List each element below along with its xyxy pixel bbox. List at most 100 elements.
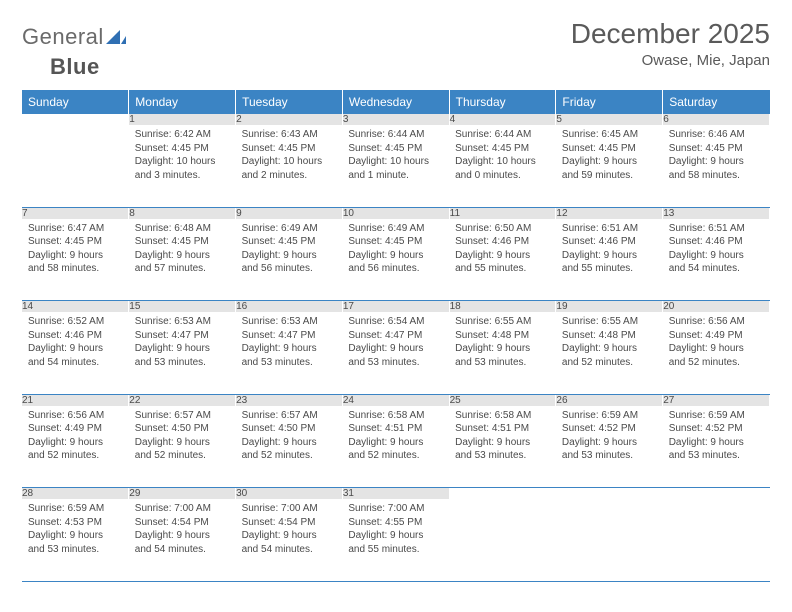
- sunrise-text: Sunrise: 6:59 AM: [28, 502, 122, 516]
- day-number: 27: [663, 394, 770, 406]
- day-number-row: 78910111213: [22, 207, 770, 219]
- brand-word1: General: [22, 24, 104, 49]
- day-cell: Sunrise: 6:42 AMSunset: 4:45 PMDaylight:…: [129, 125, 236, 207]
- empty-day-cell: [556, 499, 663, 581]
- calendar-page: General Blue December 2025 Owase, Mie, J…: [0, 0, 792, 600]
- day-content-row: Sunrise: 6:42 AMSunset: 4:45 PMDaylight:…: [22, 125, 770, 207]
- day-number: 7: [22, 207, 129, 219]
- day-cell: Sunrise: 6:58 AMSunset: 4:51 PMDaylight:…: [342, 406, 449, 488]
- sunset-text: Sunset: 4:47 PM: [348, 329, 442, 343]
- day-cell: Sunrise: 6:59 AMSunset: 4:52 PMDaylight:…: [556, 406, 663, 488]
- brand-text: General Blue: [22, 24, 126, 80]
- day-number: 13: [663, 207, 770, 219]
- day-cell: Sunrise: 6:58 AMSunset: 4:51 PMDaylight:…: [449, 406, 556, 488]
- daylight-text: Daylight: 9 hours and 53 minutes.: [135, 342, 229, 369]
- sunset-text: Sunset: 4:50 PM: [242, 422, 336, 436]
- sunrise-text: Sunrise: 6:46 AM: [669, 128, 763, 142]
- daylight-text: Daylight: 9 hours and 52 minutes.: [28, 436, 122, 463]
- day-number-row: 123456: [22, 114, 770, 125]
- sunset-text: Sunset: 4:49 PM: [28, 422, 122, 436]
- daylight-text: Daylight: 9 hours and 58 minutes.: [669, 155, 763, 182]
- day-number-row: 21222324252627: [22, 394, 770, 406]
- daylight-text: Daylight: 9 hours and 53 minutes.: [562, 436, 656, 463]
- sunset-text: Sunset: 4:50 PM: [135, 422, 229, 436]
- sunrise-text: Sunrise: 6:53 AM: [135, 315, 229, 329]
- sunset-text: Sunset: 4:47 PM: [242, 329, 336, 343]
- day-cell: Sunrise: 7:00 AMSunset: 4:54 PMDaylight:…: [236, 499, 343, 581]
- sunrise-text: Sunrise: 6:58 AM: [348, 409, 442, 423]
- day-number: 8: [129, 207, 236, 219]
- sunset-text: Sunset: 4:52 PM: [562, 422, 656, 436]
- day-cell: Sunrise: 6:43 AMSunset: 4:45 PMDaylight:…: [236, 125, 343, 207]
- sunset-text: Sunset: 4:47 PM: [135, 329, 229, 343]
- brand-sail-icon: [106, 24, 126, 50]
- sunset-text: Sunset: 4:53 PM: [28, 516, 122, 530]
- daylight-text: Daylight: 9 hours and 59 minutes.: [562, 155, 656, 182]
- day-number: 28: [22, 488, 129, 500]
- brand-logo: General Blue: [22, 24, 126, 80]
- day-number: 5: [556, 114, 663, 125]
- sunset-text: Sunset: 4:48 PM: [562, 329, 656, 343]
- day-cell: Sunrise: 6:45 AMSunset: 4:45 PMDaylight:…: [556, 125, 663, 207]
- sunset-text: Sunset: 4:48 PM: [455, 329, 549, 343]
- sunrise-text: Sunrise: 6:52 AM: [28, 315, 122, 329]
- sunrise-text: Sunrise: 6:56 AM: [28, 409, 122, 423]
- day-number: 26: [556, 394, 663, 406]
- day-cell: Sunrise: 7:00 AMSunset: 4:55 PMDaylight:…: [342, 499, 449, 581]
- daylight-text: Daylight: 9 hours and 52 minutes.: [242, 436, 336, 463]
- daylight-text: Daylight: 9 hours and 58 minutes.: [28, 249, 122, 276]
- daylight-text: Daylight: 9 hours and 53 minutes.: [348, 342, 442, 369]
- day-cell: Sunrise: 6:51 AMSunset: 4:46 PMDaylight:…: [663, 219, 770, 301]
- sunrise-text: Sunrise: 6:45 AM: [562, 128, 656, 142]
- day-number: 1: [129, 114, 236, 125]
- weekday-header: Thursday: [449, 90, 556, 114]
- sunset-text: Sunset: 4:54 PM: [242, 516, 336, 530]
- sunrise-text: Sunrise: 6:43 AM: [242, 128, 336, 142]
- day-cell: Sunrise: 6:47 AMSunset: 4:45 PMDaylight:…: [22, 219, 129, 301]
- weekday-header: Sunday: [22, 90, 129, 114]
- weekday-header: Tuesday: [236, 90, 343, 114]
- day-cell: Sunrise: 6:59 AMSunset: 4:52 PMDaylight:…: [663, 406, 770, 488]
- day-number: 3: [342, 114, 449, 125]
- daylight-text: Daylight: 9 hours and 53 minutes.: [455, 436, 549, 463]
- sunrise-text: Sunrise: 6:51 AM: [562, 222, 656, 236]
- sunset-text: Sunset: 4:45 PM: [348, 235, 442, 249]
- daylight-text: Daylight: 9 hours and 55 minutes.: [455, 249, 549, 276]
- day-number: 25: [449, 394, 556, 406]
- daylight-text: Daylight: 10 hours and 0 minutes.: [455, 155, 549, 182]
- calendar-table: SundayMondayTuesdayWednesdayThursdayFrid…: [22, 90, 770, 582]
- day-content-row: Sunrise: 6:59 AMSunset: 4:53 PM Daylight:…: [22, 499, 770, 581]
- day-number: 18: [449, 301, 556, 313]
- empty-day-number: [22, 114, 129, 125]
- day-number: 20: [663, 301, 770, 313]
- day-cell: Sunrise: 6:51 AMSunset: 4:46 PMDaylight:…: [556, 219, 663, 301]
- sunrise-text: Sunrise: 7:00 AM: [348, 502, 442, 516]
- sunrise-text: Sunrise: 6:49 AM: [242, 222, 336, 236]
- empty-day-cell: [663, 499, 770, 581]
- daylight-text: Daylight: 9 hours and 55 minutes.: [348, 529, 442, 556]
- sunrise-text: Sunrise: 6:47 AM: [28, 222, 122, 236]
- day-content-row: Sunrise: 6:52 AMSunset: 4:46 PMDaylight:…: [22, 312, 770, 394]
- daylight-text: Daylight: 10 hours and 1 minute.: [348, 155, 442, 182]
- sunset-text: Sunset: 4:55 PM: [348, 516, 442, 530]
- day-cell: Sunrise: 6:53 AMSunset: 4:47 PMDaylight:…: [236, 312, 343, 394]
- day-number: 30: [236, 488, 343, 500]
- page-header: General Blue December 2025 Owase, Mie, J…: [22, 18, 770, 80]
- empty-day-cell: [449, 499, 556, 581]
- sunset-text: Sunset: 4:45 PM: [28, 235, 122, 249]
- sunrise-text: Sunrise: 6:50 AM: [455, 222, 549, 236]
- sunset-text: Sunset: 4:45 PM: [455, 142, 549, 156]
- sunrise-text: Sunrise: 6:49 AM: [348, 222, 442, 236]
- day-number-row: 28293031: [22, 488, 770, 500]
- day-cell: Sunrise: 6:44 AMSunset: 4:45 PMDaylight:…: [449, 125, 556, 207]
- day-cell: Sunrise: 6:57 AMSunset: 4:50 PMDaylight:…: [129, 406, 236, 488]
- day-number: 9: [236, 207, 343, 219]
- day-number: 15: [129, 301, 236, 313]
- sunrise-text: Sunrise: 6:58 AM: [455, 409, 549, 423]
- day-content-row: Sunrise: 6:47 AMSunset: 4:45 PMDaylight:…: [22, 219, 770, 301]
- brand-word2: Blue: [50, 54, 100, 79]
- daylight-text: Daylight: 9 hours and 54 minutes.: [242, 529, 336, 556]
- weekday-header: Monday: [129, 90, 236, 114]
- daylight-text: Daylight: 9 hours and 52 minutes.: [562, 342, 656, 369]
- day-number: 19: [556, 301, 663, 313]
